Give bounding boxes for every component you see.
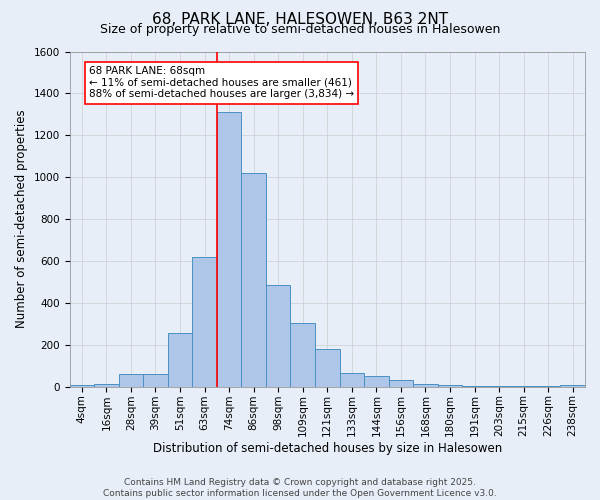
Bar bbox=[217, 112, 241, 386]
Bar bbox=[168, 334, 192, 386]
Bar bbox=[266, 285, 290, 386]
Bar bbox=[389, 380, 413, 386]
Bar bbox=[70, 384, 94, 386]
Bar bbox=[315, 349, 340, 387]
Bar bbox=[413, 384, 438, 386]
Y-axis label: Number of semi-detached properties: Number of semi-detached properties bbox=[15, 110, 28, 328]
Bar bbox=[119, 374, 143, 386]
X-axis label: Distribution of semi-detached houses by size in Halesowen: Distribution of semi-detached houses by … bbox=[152, 442, 502, 455]
Text: Contains HM Land Registry data © Crown copyright and database right 2025.
Contai: Contains HM Land Registry data © Crown c… bbox=[103, 478, 497, 498]
Bar bbox=[560, 384, 585, 386]
Bar bbox=[340, 373, 364, 386]
Bar bbox=[241, 173, 266, 386]
Bar bbox=[143, 374, 168, 386]
Bar bbox=[192, 257, 217, 386]
Bar bbox=[364, 376, 389, 386]
Bar bbox=[438, 384, 462, 386]
Bar bbox=[94, 384, 119, 386]
Bar bbox=[290, 323, 315, 386]
Text: 68, PARK LANE, HALESOWEN, B63 2NT: 68, PARK LANE, HALESOWEN, B63 2NT bbox=[152, 12, 448, 28]
Text: 68 PARK LANE: 68sqm
← 11% of semi-detached houses are smaller (461)
88% of semi-: 68 PARK LANE: 68sqm ← 11% of semi-detach… bbox=[89, 66, 354, 100]
Text: Size of property relative to semi-detached houses in Halesowen: Size of property relative to semi-detach… bbox=[100, 22, 500, 36]
